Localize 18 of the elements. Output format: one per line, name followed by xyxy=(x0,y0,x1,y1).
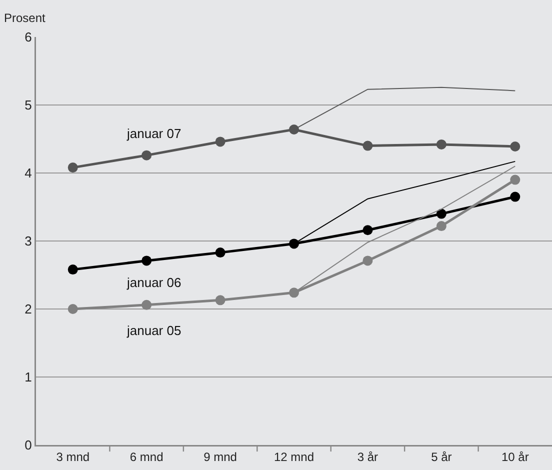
y-tick-label: 5 xyxy=(24,98,32,113)
series-label: januar 07 xyxy=(126,126,182,141)
x-tick-label: 9 mnd xyxy=(204,450,237,464)
y-tick-label: 6 xyxy=(24,30,32,45)
series-label: januar 05 xyxy=(126,323,182,338)
y-tick-label: 1 xyxy=(24,370,32,385)
x-tick-label: 10 år xyxy=(501,450,529,464)
y-tick-label: 3 xyxy=(24,234,32,249)
x-tick-label: 3 mnd xyxy=(56,450,90,464)
x-tick-label: 5 år xyxy=(431,450,452,464)
y-axis-title: Prosent xyxy=(4,11,46,25)
y-tick-label: 4 xyxy=(24,166,32,181)
y-tick-label: 2 xyxy=(24,302,32,317)
x-tick-label: 3 år xyxy=(357,450,378,464)
series-label: januar 06 xyxy=(126,275,182,290)
y-tick-label: 0 xyxy=(24,438,32,453)
x-tick-label: 6 mnd xyxy=(130,450,164,464)
x-tick-label: 12 mnd xyxy=(274,450,314,464)
